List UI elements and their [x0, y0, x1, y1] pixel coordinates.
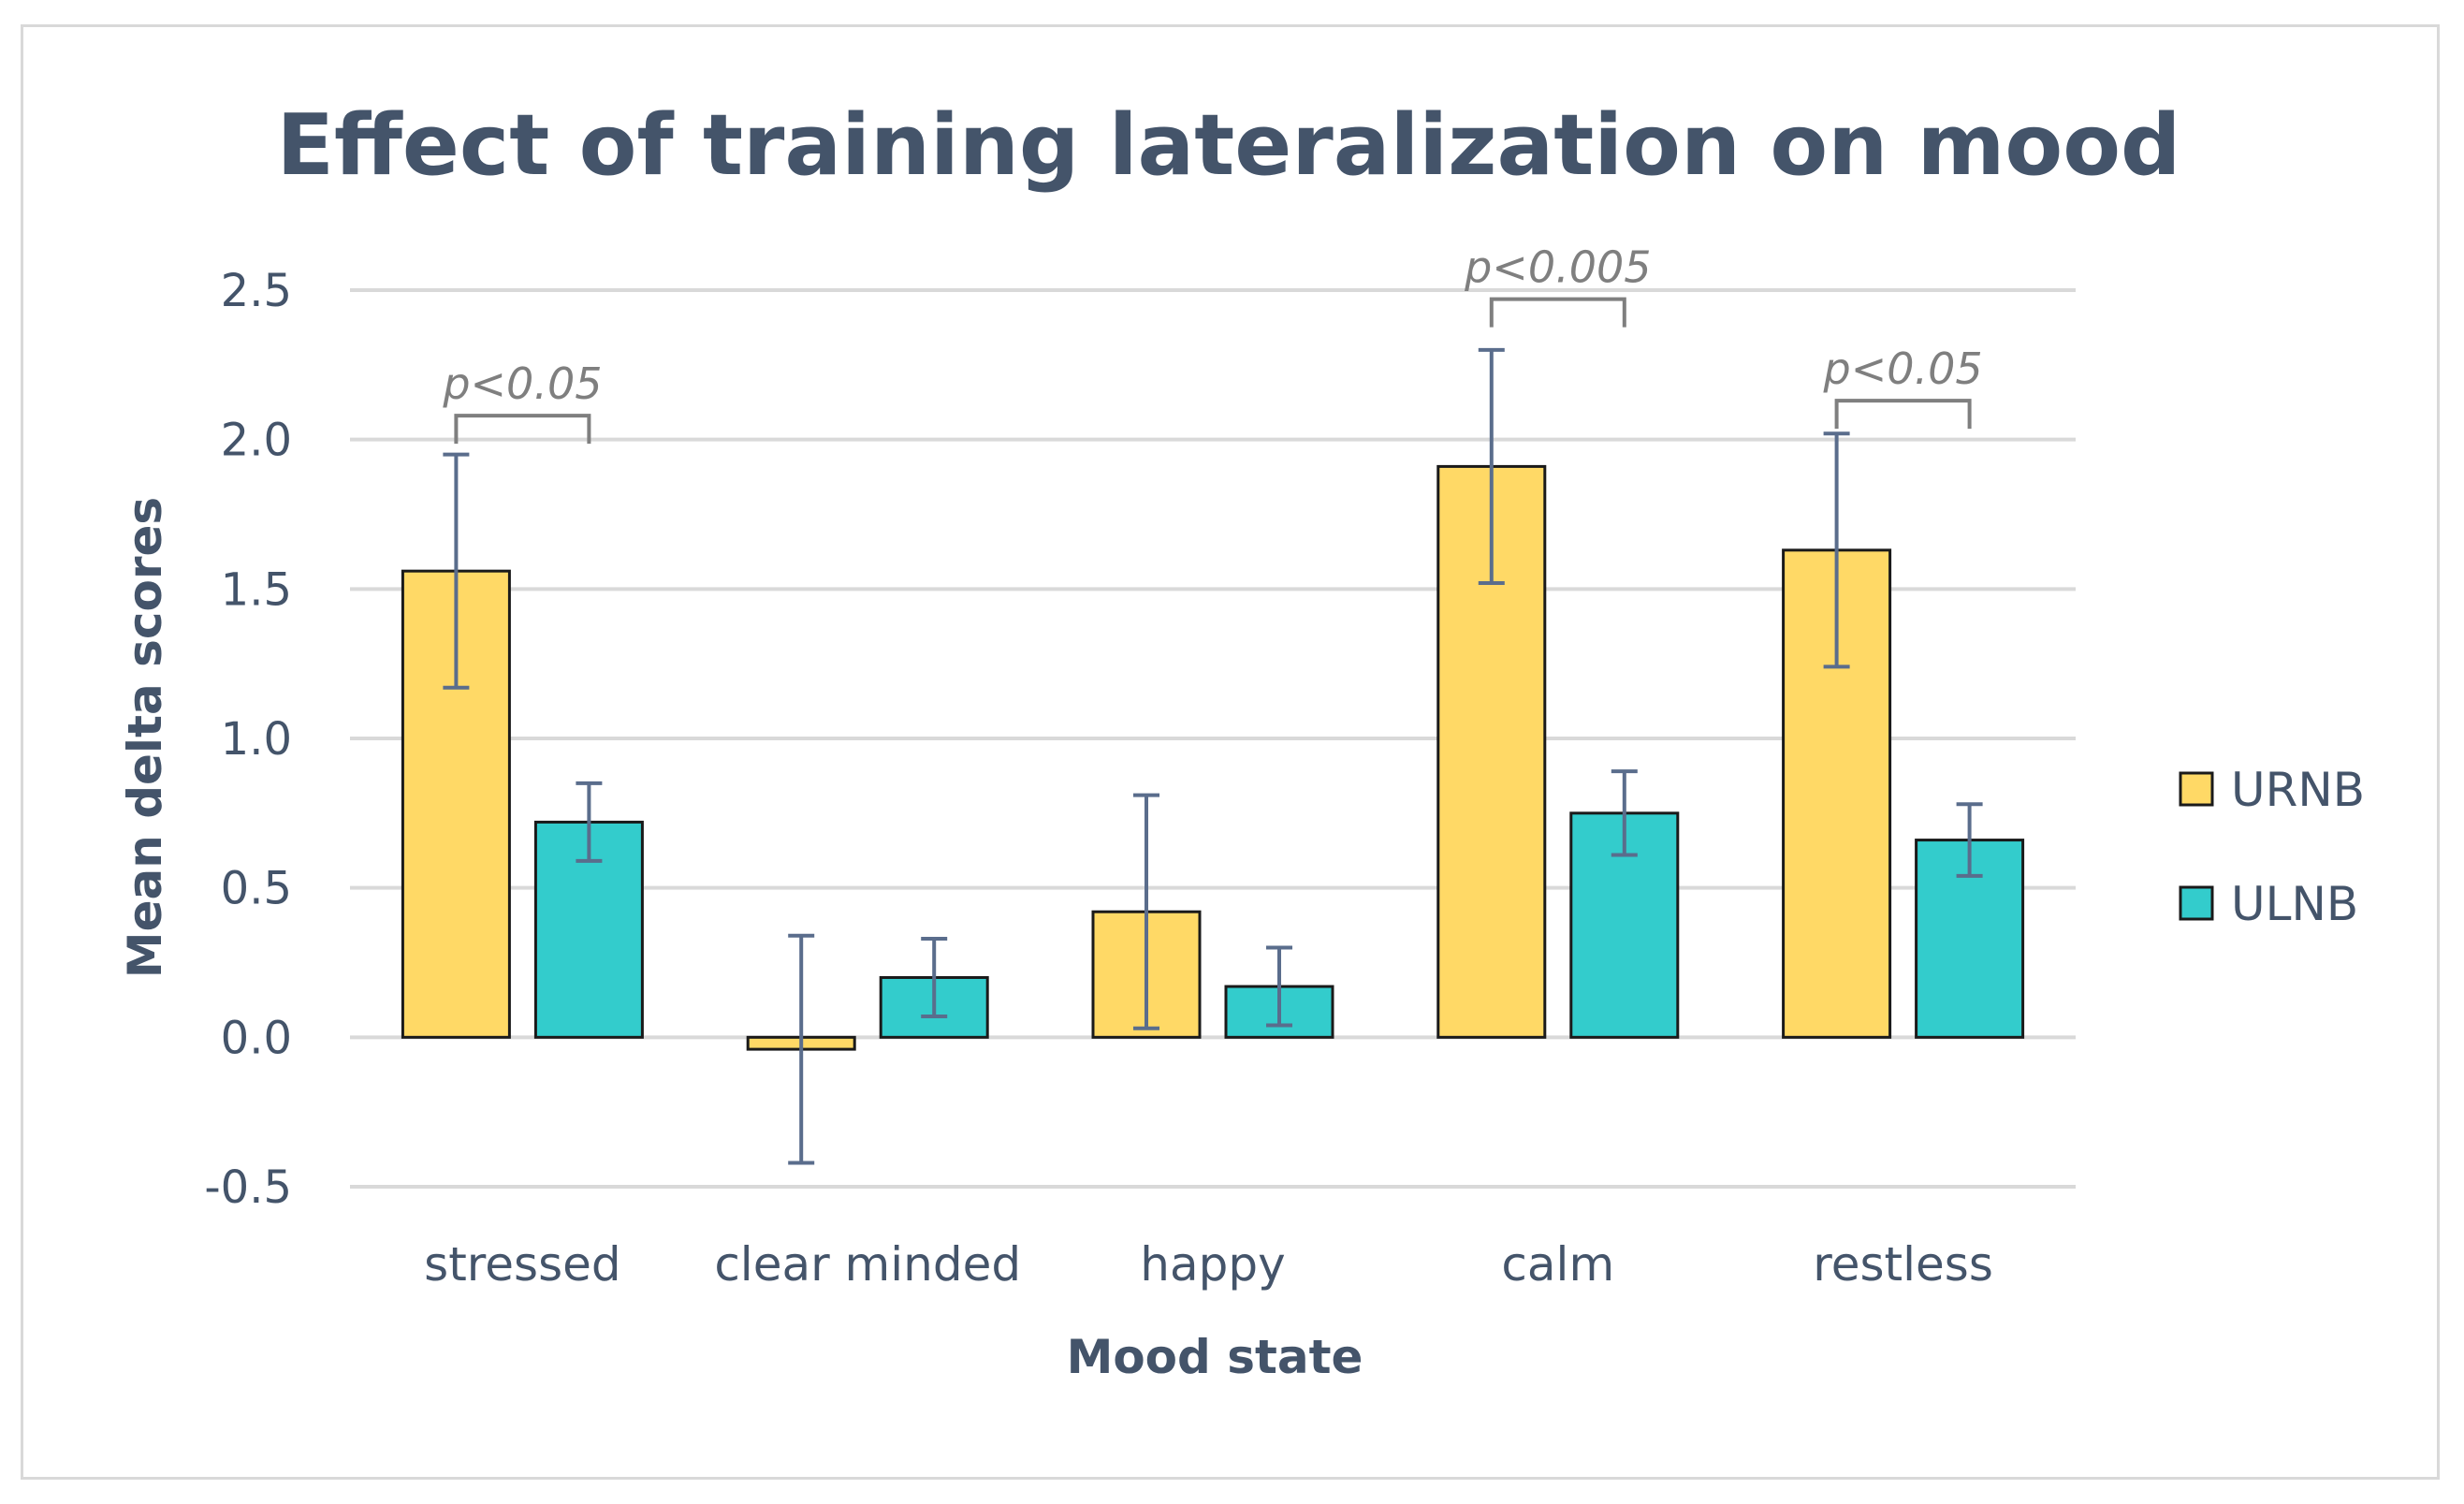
- y-tick-label: 2.5: [221, 265, 292, 317]
- error-bar-ulnb-happy: [1266, 945, 1292, 1028]
- y-tick-label: -0.5: [204, 1161, 292, 1214]
- error-bar-ulnb-restless: [1956, 802, 1983, 878]
- bars: [401, 464, 2025, 1051]
- significance-label: p<0.05: [442, 358, 602, 409]
- significance-label: p<0.05: [1823, 343, 1983, 394]
- significance-bracket: [1489, 297, 1626, 328]
- legend-label-urnb: URNB: [2231, 763, 2365, 817]
- y-axis-title: Mean delta scores: [118, 497, 172, 978]
- error-bar-ulnb-calm: [1611, 769, 1638, 857]
- error-bar-urnb-stressed: [443, 452, 470, 690]
- x-tick-label: restless: [1813, 1237, 1993, 1292]
- y-axis-ticks: -0.5 0.0 0.5 1.0 1.5 2.0 2.5: [204, 265, 292, 1214]
- legend-swatch-ulnb: [2179, 885, 2214, 921]
- legend: URNB ULNB: [2179, 763, 2365, 931]
- y-tick-label: 1.0: [221, 713, 292, 766]
- error-bars: [443, 347, 1983, 1165]
- error-bar-ulnb-clear-minded: [921, 936, 948, 1018]
- x-tick-label: happy: [1140, 1237, 1285, 1292]
- significance-bracket: [454, 414, 591, 445]
- x-axis-title: Mood state: [1067, 1330, 1363, 1384]
- error-bar-urnb-happy: [1133, 793, 1159, 1030]
- y-tick-label: 0.0: [221, 1012, 292, 1064]
- y-tick-label: 0.5: [221, 863, 292, 915]
- x-tick-label: calm: [1501, 1237, 1614, 1292]
- legend-label-ulnb: ULNB: [2231, 877, 2358, 931]
- x-tick-label: stressed: [424, 1237, 620, 1292]
- significance-bracket: [1834, 399, 1972, 430]
- error-bar-urnb-clear-minded: [788, 933, 815, 1165]
- significance-annotations: p<0.05 p<0.005 p<0.05: [442, 242, 1983, 445]
- x-tick-label: clear minded: [714, 1237, 1021, 1292]
- bar-ulnb-restless: [1915, 839, 2025, 1039]
- chart-title: Effect of training lateralization on moo…: [277, 96, 2181, 195]
- bar-ulnb-calm: [1569, 811, 1680, 1039]
- y-tick-label: 1.5: [221, 563, 292, 616]
- significance-label: p<0.005: [1464, 242, 1651, 293]
- x-axis-ticks: stressed clear minded happy calm restless: [424, 1237, 1993, 1292]
- error-bar-urnb-restless: [1823, 431, 1850, 669]
- error-bar-urnb-calm: [1478, 347, 1505, 585]
- error-bar-ulnb-stressed: [576, 781, 603, 863]
- legend-swatch-urnb: [2179, 771, 2214, 807]
- y-tick-label: 2.0: [221, 415, 292, 467]
